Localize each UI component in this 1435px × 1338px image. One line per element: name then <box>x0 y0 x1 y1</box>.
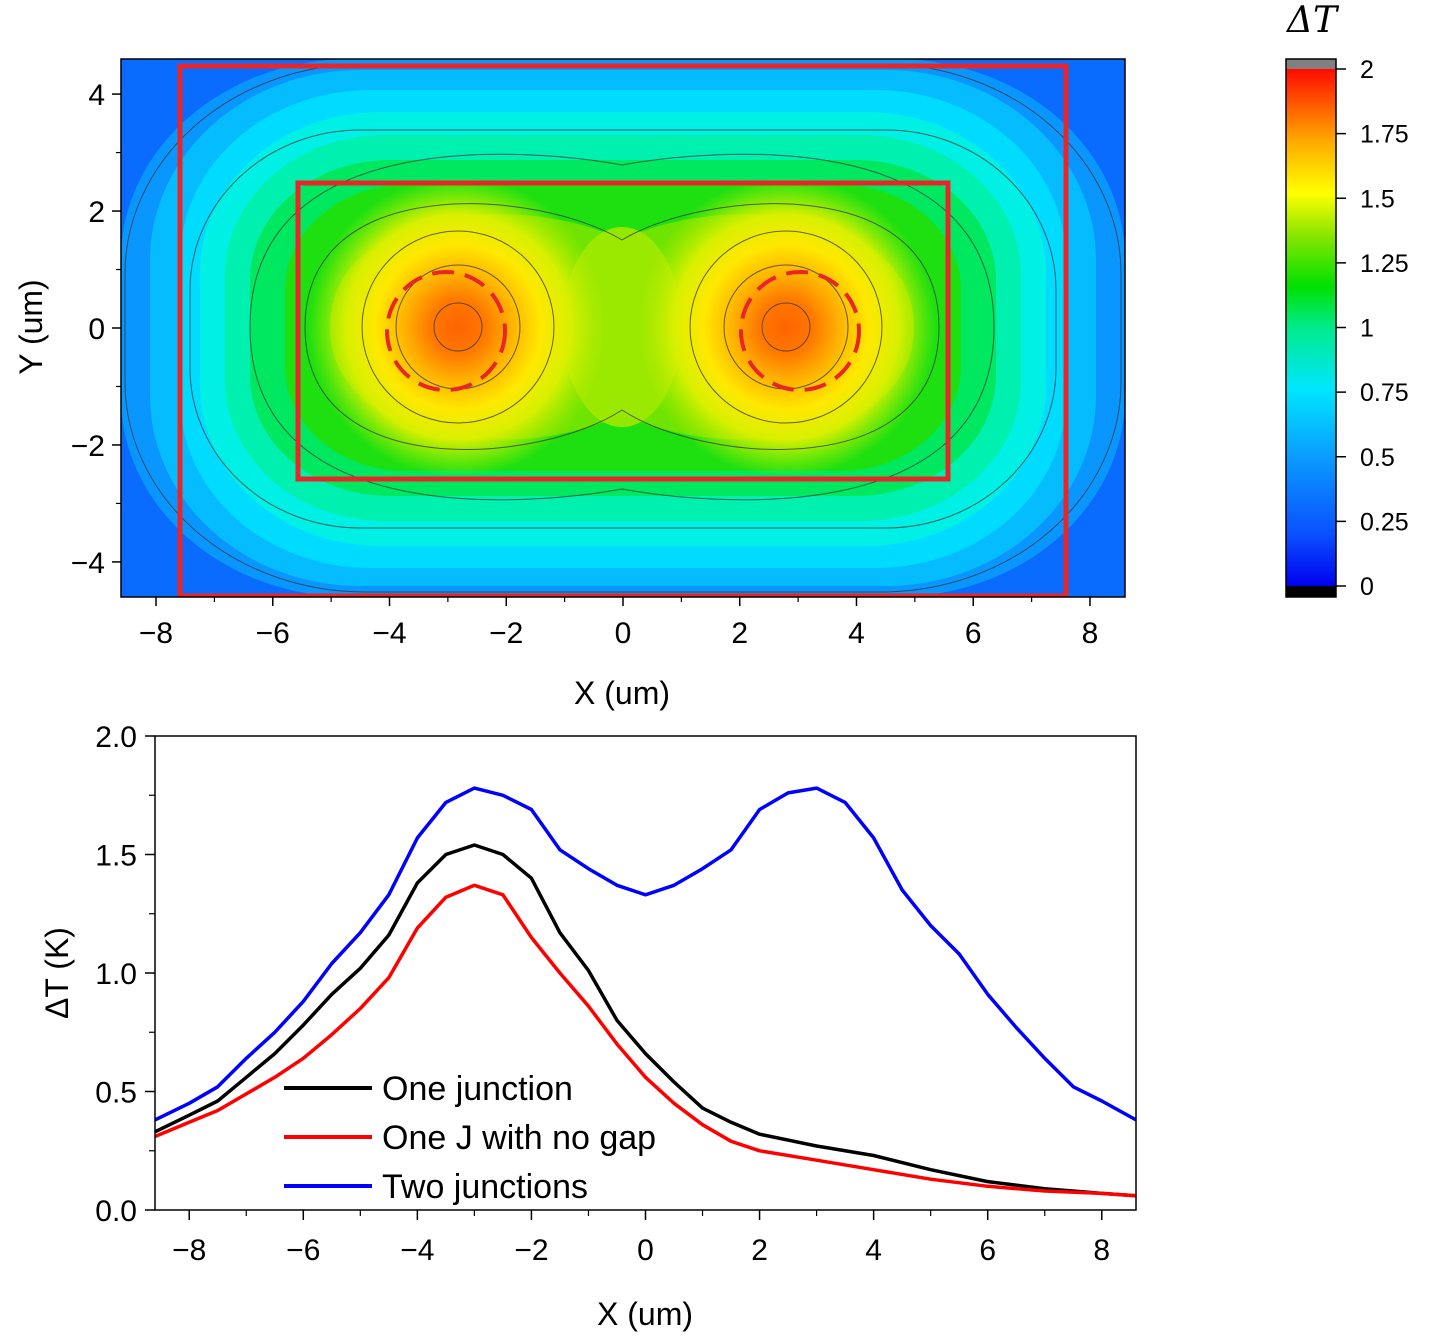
dashed-circle-right <box>739 270 861 392</box>
heatmap-y-tick-label: 2 <box>88 196 105 229</box>
line-x-tick-label: −6 <box>286 1234 320 1267</box>
heatmap-y-tick-label: 0 <box>88 313 105 346</box>
heatmap-x-tick-label: 8 <box>1082 617 1099 650</box>
heatmap-field <box>121 59 1125 597</box>
colorbar-ticks: 2 1.75 1.5 1.25 1 0.75 0.5 0.25 0 <box>1336 56 1409 601</box>
line-series <box>155 786 1136 1198</box>
legend-label: Two junctions <box>382 1168 588 1206</box>
line-y-tick-label: 0.0 <box>95 1195 137 1228</box>
heatmap-xlabel: X (um) <box>574 675 670 711</box>
line-x-tick-label: −8 <box>172 1234 206 1267</box>
colorbar-tick-label: 1 <box>1360 315 1374 343</box>
line-x-tick-label: −2 <box>514 1234 548 1267</box>
colorbar-tick-label: 0 <box>1360 573 1374 601</box>
line-xlabel: X (um) <box>597 1296 693 1332</box>
series-line-two-junctions <box>155 786 1136 1122</box>
colorbar-tick-label: 0.25 <box>1360 508 1409 536</box>
line-y-tick-label: 1.5 <box>95 840 137 873</box>
line-x-tick-label: 8 <box>1093 1234 1110 1267</box>
line-panel: −8 −6 −4 −2 0 2 4 6 8 0.0 0.5 1.0 1.5 2.0 X (um) ΔT (… <box>39 721 1137 1332</box>
legend-label: One junction <box>382 1070 573 1108</box>
colorbar-title: ΔT <box>1285 0 1340 41</box>
heatmap-y-tick-label: 4 <box>88 79 105 112</box>
line-axes: −8 −6 −4 −2 0 2 4 6 8 0.0 0.5 1.0 1.5 2.0 <box>95 721 1110 1267</box>
line-x-tick-label: 4 <box>865 1234 882 1267</box>
series-line-one-j-with-no-gap <box>155 883 1136 1198</box>
heatmap-x-tick-label: −4 <box>372 617 406 650</box>
line-x-tick-label: −4 <box>400 1234 434 1267</box>
heatmap-axes: −8 −6 −4 −2 0 2 4 6 8 4 2 0 −2 −4 <box>71 79 1099 650</box>
inner-rectangle <box>295 180 951 482</box>
line-y-tick-label: 2.0 <box>95 721 137 754</box>
line-x-tick-label: 6 <box>979 1234 996 1267</box>
heatmap-x-tick-label: −2 <box>489 617 523 650</box>
colorbar: 2 1.75 1.5 1.25 1 0.75 0.5 0.25 0 ΔT <box>1285 0 1409 601</box>
heatmap-ylabel: Y (um) <box>13 279 49 374</box>
colorbar-tick-label: 2 <box>1360 56 1374 84</box>
heatmap-x-tick-label: −6 <box>256 617 290 650</box>
colorbar-tick-label: 1.75 <box>1360 121 1409 149</box>
heatmap-y-tick-label: −2 <box>71 430 105 463</box>
heatmap-x-tick-label: 6 <box>965 617 982 650</box>
line-x-tick-label: 0 <box>637 1234 654 1267</box>
heatmap-x-tick-label: −8 <box>139 617 173 650</box>
heatmap-x-tick-label: 2 <box>731 617 748 650</box>
heatmap-y-tick-label: −4 <box>71 547 105 580</box>
colorbar-tick-label: 0.75 <box>1360 379 1409 407</box>
heatmap-x-tick-label: 0 <box>615 617 632 650</box>
colorbar-tick-label: 1.5 <box>1360 185 1395 213</box>
line-y-tick-label: 1.0 <box>95 958 137 991</box>
legend-label: One J with no gap <box>382 1119 656 1157</box>
colorbar-tick-label: 1.25 <box>1360 250 1409 278</box>
dashed-circle-left <box>385 270 507 392</box>
colorbar-tick-label: 0.5 <box>1360 444 1395 472</box>
colorbar-gradient <box>1286 69 1336 586</box>
line-y-tick-label: 0.5 <box>95 1077 137 1110</box>
line-x-tick-label: 2 <box>751 1234 768 1267</box>
line-ylabel: ΔT (K) <box>39 927 75 1019</box>
colorbar-over-swatch <box>1286 59 1336 69</box>
legend: One junction One J with no gap Two junctio… <box>284 1070 656 1206</box>
colorbar-under-swatch <box>1286 586 1336 597</box>
heatmap-x-tick-label: 4 <box>848 617 865 650</box>
outer-rectangle <box>177 63 1069 597</box>
series-line-one-junction <box>155 843 1136 1198</box>
heatmap-panel: −8 −6 −4 −2 0 2 4 6 8 4 2 0 −2 −4 X (um) Y (um) <box>13 58 1126 711</box>
